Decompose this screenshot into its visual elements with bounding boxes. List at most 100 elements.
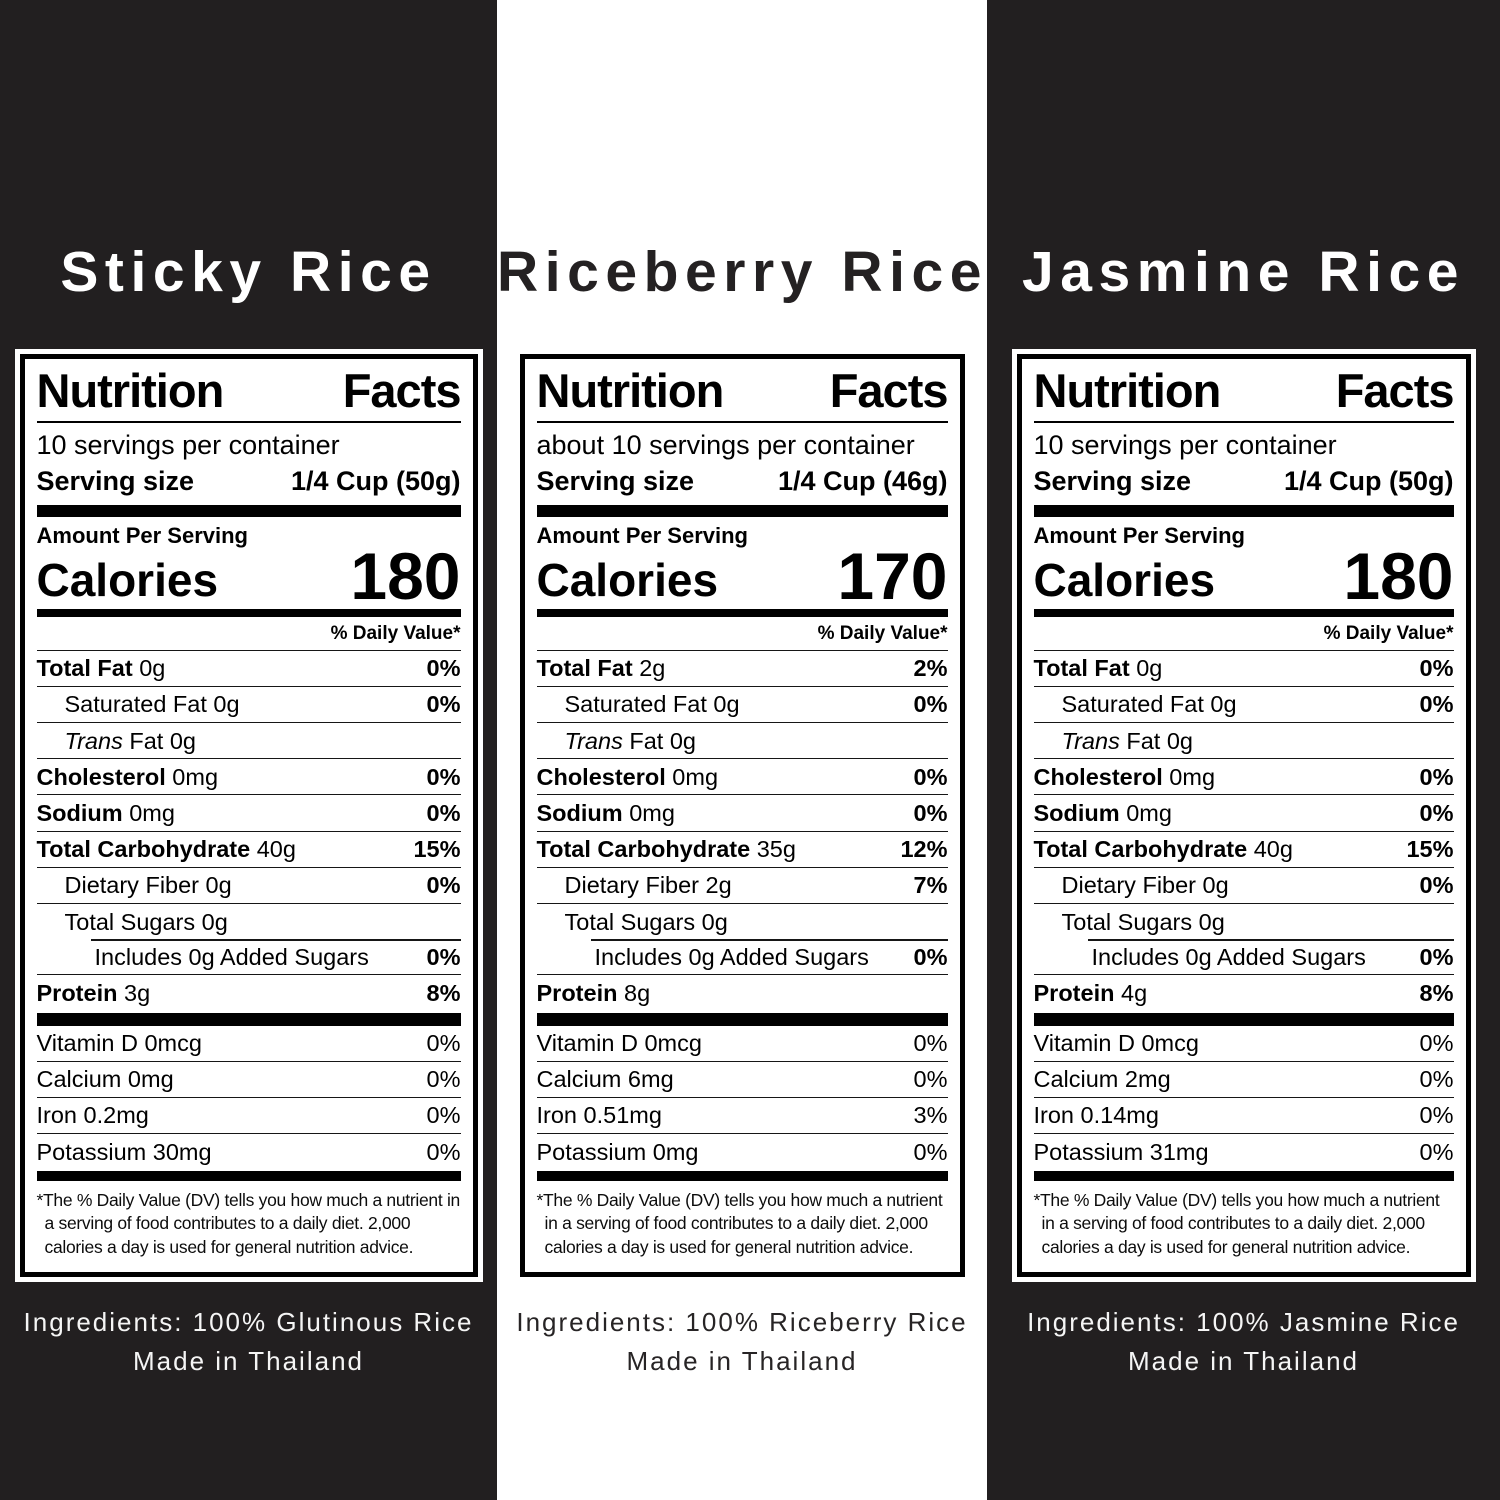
nutrition-facts-heading: Nutrition Facts [36,366,462,423]
nutrient-row: Iron 0.51mg 3% [536,1096,948,1133]
serving-size-label: Serving size [36,465,195,496]
servings-per-container: about 10 servings per container [536,429,915,460]
daily-value-percent: 0% [426,1102,461,1129]
nutrient-name: Iron 0.2mg [36,1102,149,1129]
serving-size-value: 1/4 Cup (46g) [777,465,948,496]
nutrient-name: Dietary Fiber 0g [64,872,232,899]
divider-bar [36,608,461,617]
nutrient-row: Sodium 0mg 0% [1033,794,1454,830]
nutrient-name: Cholesterol 0mg [36,763,219,790]
daily-value-percent: 0% [1419,655,1454,682]
nutrition-facts-label: Nutrition Facts about 10 servings per co… [514,349,970,1282]
nutrient-name: Trans Fat 0g [64,727,196,754]
daily-value-percent: 15% [1406,836,1454,863]
nutrient-name: Total Carbohydrate 40g [1033,836,1293,863]
daily-value-percent: 0% [426,799,461,826]
ingredients-line: Ingredients: 100% Jasmine Rice [1027,1306,1460,1337]
divider-bar [36,504,461,517]
daily-value-percent: 8% [1419,979,1454,1006]
nutrient-row: Cholesterol 0mg 0% [36,758,461,794]
calories-value: 170 [837,538,948,613]
divider-bar [1033,1012,1454,1026]
divider-bar [1033,1171,1454,1182]
amount-per-serving-label: Amount Per Serving [36,522,248,548]
daily-value-percent: 8% [426,979,461,1006]
calories-row: Calories 180 [1033,538,1454,613]
nutrient-name: Cholesterol 0mg [536,763,719,790]
nutrient-row: Cholesterol 0mg 0% [1033,758,1454,794]
nutrient-name: Sodium 0mg [536,799,675,826]
nutrient-row: Trans Fat 0g [36,722,461,758]
calories-label: Calories [1033,554,1216,607]
serving-size-row: Serving size 1/4 Cup (50g) [1034,463,1454,505]
nutrient-row: Trans Fat 0g [536,722,948,758]
nutrient-row: Calcium 2mg 0% [1033,1060,1454,1097]
nutrient-name: Saturated Fat 0g [64,691,240,718]
daily-value-percent: 0% [913,799,948,826]
nutrient-name: Potassium 0mg [536,1138,699,1165]
nutrient-row: Protein 3g 8% [36,974,461,1010]
daily-value-percent: 0% [1419,1138,1454,1165]
nutrient-name: Total Sugars 0g [1061,908,1225,935]
nutrient-row: Vitamin D 0mcg 0% [37,1026,461,1061]
amount-per-serving-label: Amount Per Serving [536,522,748,548]
nutrient-name: Potassium 30mg [36,1138,212,1165]
made-in-line: Made in Thailand [1128,1345,1359,1376]
nutrient-row: Dietary Fiber 0g 0% [36,866,461,903]
vitamin-rows: Vitamin D 0mcg 0% Calcium 6mg 0% Iron 0.51mg… [536,1026,948,1170]
product-panel-jasmine-rice: Jasmine Rice Nutrition Facts 10 servings… [987,0,1500,1500]
ingredients-line: Ingredients: 100% Riceberry Rice [516,1306,968,1337]
daily-value-footnote: *The % Daily Value (DV) tells you how mu… [1033,1190,1440,1257]
calories-label: Calories [536,554,719,607]
divider-bar [1033,504,1454,517]
nutrient-row: Vitamin D 0mcg 0% [1034,1026,1454,1061]
ingredients-line: Ingredients: 100% Glutinous Rice [23,1306,474,1337]
daily-value-footnote: *The % Daily Value (DV) tells you how mu… [36,1190,461,1257]
divider-bar [536,1171,948,1182]
nutrient-name: Trans Fat 0g [564,727,696,754]
divider-bar [536,504,948,517]
ingredients-block: Ingredients: 100% Riceberry Rice Made in… [497,1303,987,1381]
daily-value-percent: 0% [913,943,948,970]
nutrient-name: Calcium 2mg [1033,1066,1171,1093]
nutrient-row: Includes 0g Added Sugars 0% [37,939,461,974]
nutrition-facts-label: Nutrition Facts 10 servings per containe… [1011,349,1476,1282]
nutrient-row: Includes 0g Added Sugars 0% [1034,939,1454,974]
serving-size-label: Serving size [536,465,695,496]
daily-value-percent: 3% [913,1102,948,1129]
nutrient-row: Iron 0.14mg 0% [1033,1096,1454,1133]
nutrition-facts-heading: Nutrition Facts [536,366,949,423]
calories-value: 180 [350,538,461,613]
divider-bar [1033,608,1454,617]
nutrient-row: Total Sugars 0g [536,903,948,939]
nutrient-name: Calcium 0mg [36,1066,174,1093]
daily-value-percent: 0% [1419,1030,1454,1057]
nutrient-name: Includes 0g Added Sugars [594,943,869,970]
nutrient-name: Calcium 6mg [536,1066,674,1093]
nutrient-name: Vitamin D 0mcg [1033,1030,1199,1057]
nutrient-rows: Total Fat 2g 2% Saturated Fat 0g 0% Trans Fa… [536,651,948,1011]
daily-value-percent: 7% [913,872,948,899]
serving-size-label: Serving size [1033,465,1192,496]
nutrient-name: Total Fat 0g [1033,655,1163,682]
nutrient-name: Vitamin D 0mcg [536,1030,702,1057]
nutrient-row: Total Fat 0g 0% [1034,651,1454,686]
nutrient-name: Total Carbohydrate 35g [536,836,796,863]
nutrient-row: Potassium 31mg 0% [1033,1133,1454,1169]
nutrient-name: Dietary Fiber 2g [564,872,732,899]
nutrient-name: Saturated Fat 0g [1061,691,1237,718]
daily-value-percent: 0% [1419,943,1454,970]
nutrient-row: Total Sugars 0g [1033,903,1454,939]
nutrition-facts-label: Nutrition Facts 10 servings per containe… [14,349,483,1282]
daily-value-percent: 2% [913,655,948,682]
daily-value-header: % Daily Value* [536,617,948,651]
calories-value: 180 [1343,538,1454,613]
calories-row: Calories 180 [36,538,461,613]
vitamin-rows: Vitamin D 0mcg 0% Calcium 2mg 0% Iron 0.14mg… [1033,1026,1454,1170]
nutrient-row: Total Fat 0g 0% [37,651,461,686]
nutrient-name: Trans Fat 0g [1061,727,1193,754]
servings-per-container: 10 servings per container [1033,429,1337,460]
calories-label: Calories [36,554,219,607]
nutrient-row: Trans Fat 0g [1033,722,1454,758]
nutrient-row: Iron 0.2mg 0% [36,1096,461,1133]
